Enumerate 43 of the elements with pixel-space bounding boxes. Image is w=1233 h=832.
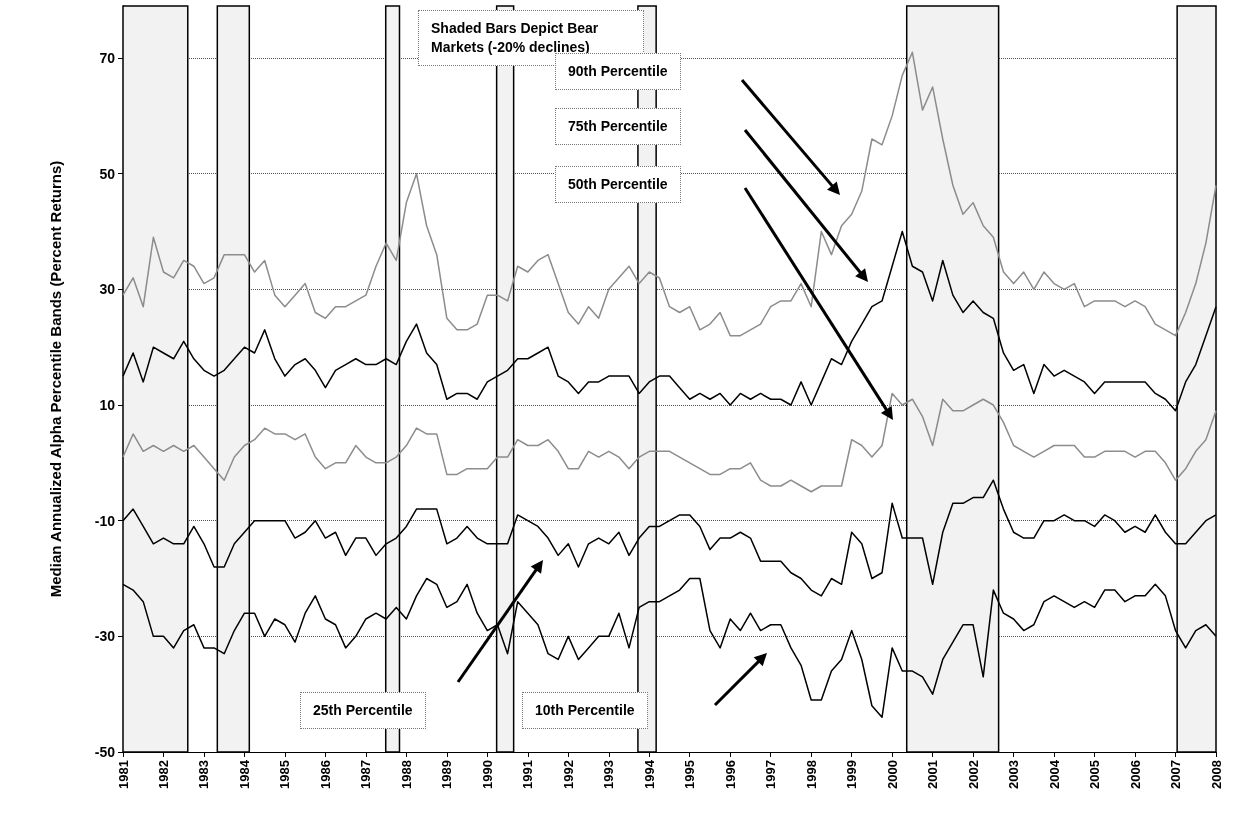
x-tick-label: 1985 [277,760,293,789]
x-tick-label: 1992 [560,760,576,789]
x-tick-label: 1998 [803,760,819,789]
x-tick-label: 1981 [115,760,131,789]
x-tick-label: 2001 [925,760,941,789]
y-tick-label: 50 [99,165,116,182]
x-tick-label: 2008 [1208,760,1224,789]
x-tick-label: 1988 [398,760,414,789]
label-box: 10th Percentile [522,692,648,729]
x-tick-label: 1983 [196,760,212,789]
y-tick-label: 70 [99,50,116,67]
label-box: 50th Percentile [555,166,681,203]
y-axis-title: Median Annualized Alpha Percentile Bands (Percent Returns) [47,160,64,598]
line-series [122,392,1217,493]
x-tick-label: 1982 [155,760,171,789]
x-tick-label: 2002 [965,760,981,789]
y-tick-label: -10 [94,512,116,529]
x-tick-label: 2007 [1168,760,1184,789]
x-tick-label: 1991 [520,760,536,789]
label-box: Shaded Bars Depict Bear Markets (-20% declines) [418,10,644,66]
x-tick-label: 1984 [236,759,252,789]
x-tick-label: 2003 [1006,760,1022,789]
x-tick-label: 1989 [439,760,455,789]
label-box: 75th Percentile [555,108,681,145]
x-tick-label: 1987 [358,760,374,789]
y-tick-label: -50 [94,744,116,760]
x-tick-label: 1986 [317,760,333,789]
y-tick-label: 10 [99,397,116,414]
x-tick-label: 2004 [1046,759,1062,789]
x-tick-label: 1996 [722,760,738,789]
label-box: 25th Percentile [300,692,426,729]
label-box: 90th Percentile [555,53,681,90]
x-tick-label: 2005 [1087,760,1103,789]
x-tick-label: 1995 [682,760,698,789]
x-tick-label: 1997 [763,760,779,789]
x-tick-label: 1990 [479,760,495,789]
x-tick-label: 1993 [601,760,617,789]
y-tick-label: -30 [94,628,116,645]
y-tick-label: 30 [99,281,116,298]
x-tick-label: 2006 [1127,760,1143,789]
x-tick-label: 1994 [641,759,657,789]
x-tick-label: 2000 [884,760,900,789]
x-tick-label: 1999 [844,760,860,789]
